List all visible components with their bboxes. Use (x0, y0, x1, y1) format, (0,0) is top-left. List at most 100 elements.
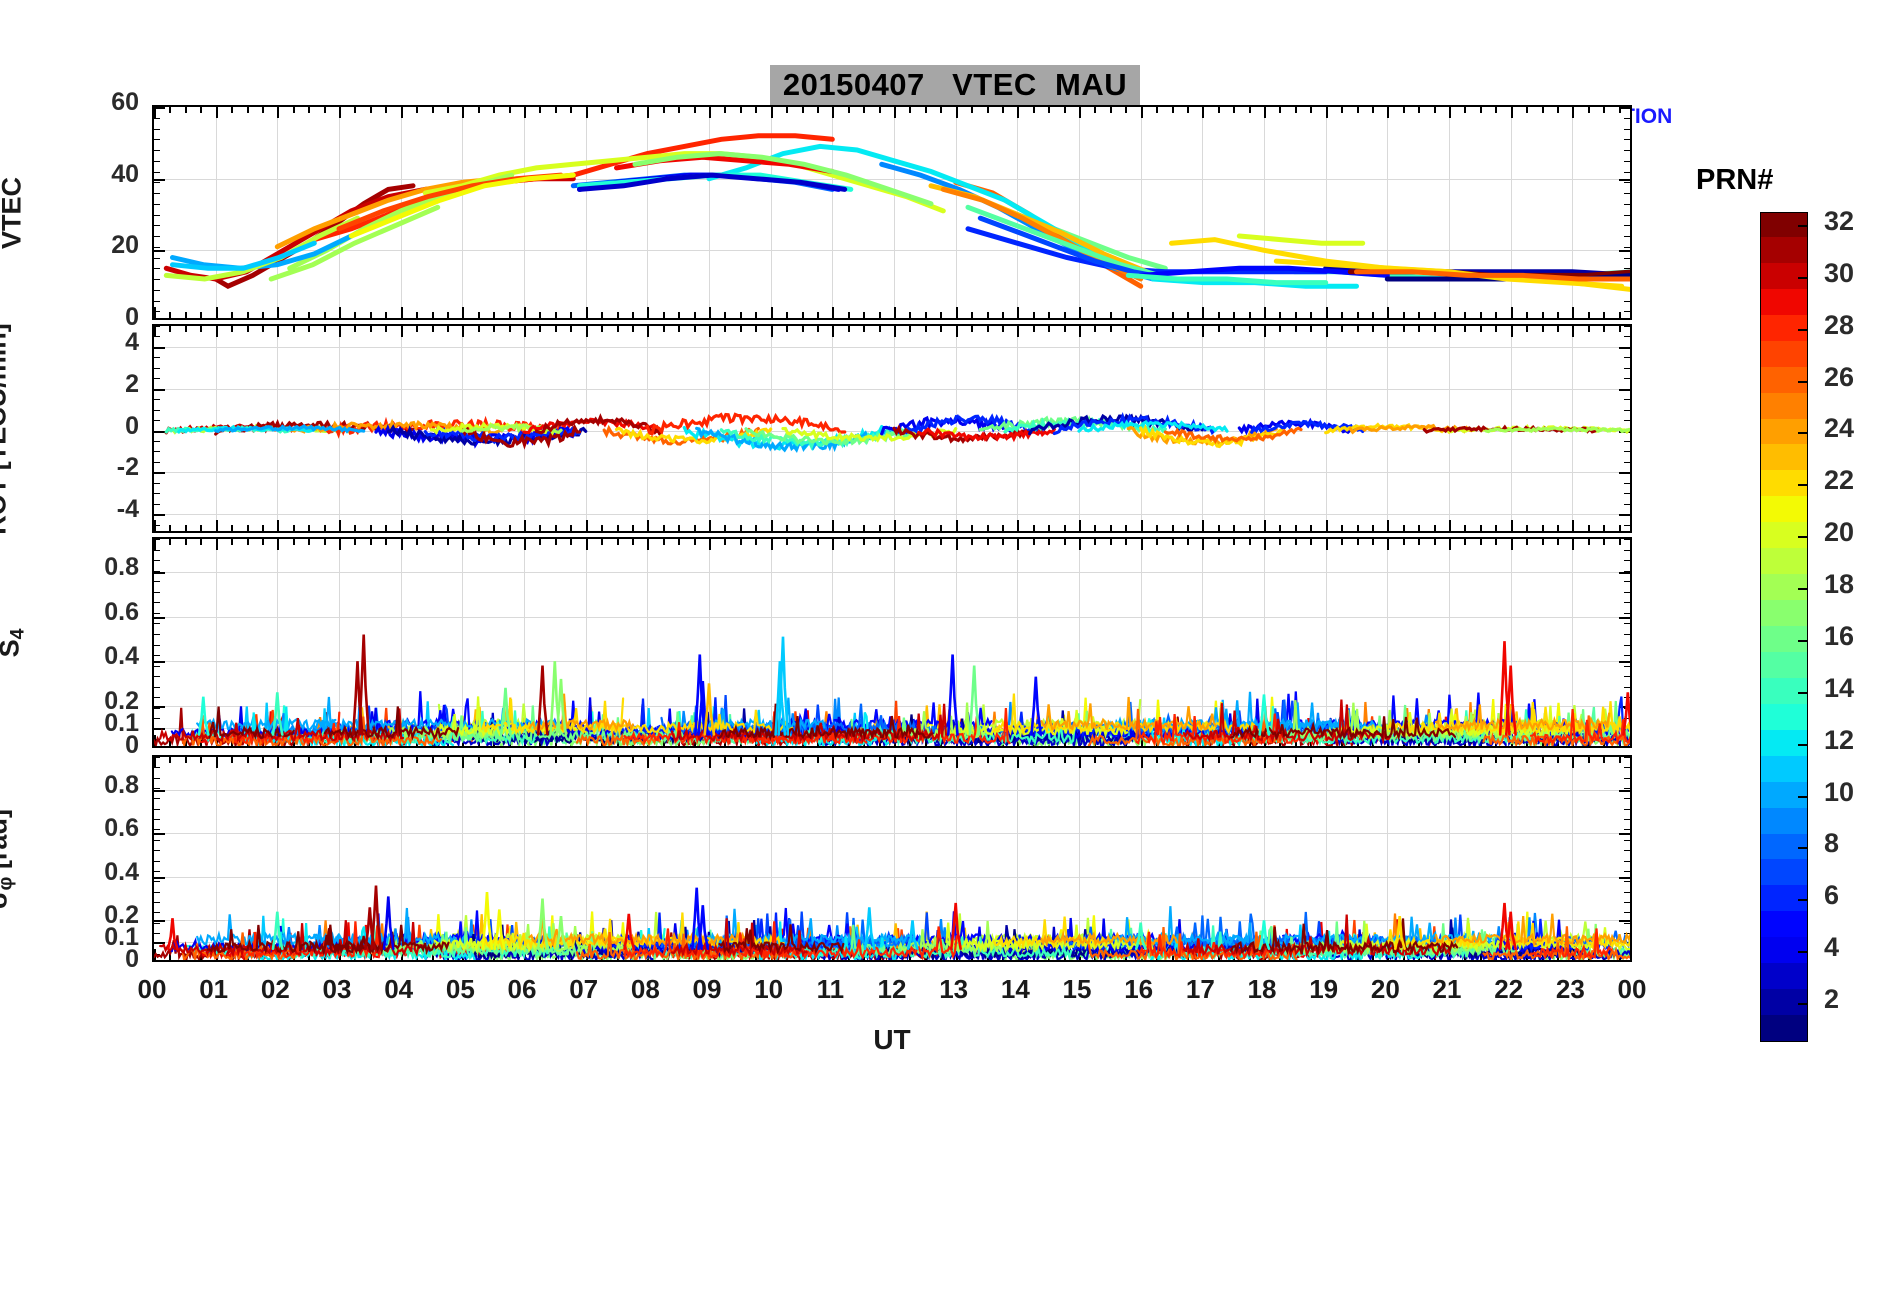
colorbar-segment (1761, 521, 1807, 549)
data-trace (1040, 930, 1179, 948)
data-trace (1077, 419, 1229, 433)
axis-tick (554, 312, 557, 318)
axis-tick (323, 312, 326, 318)
axis-tick (616, 326, 619, 332)
colorbar-tick-mark (1798, 795, 1808, 798)
axis-minor-tick (154, 346, 160, 348)
data-trace (351, 661, 364, 736)
axis-tick (1541, 954, 1544, 960)
axis-minor-tick (1624, 912, 1630, 914)
gridline-vertical (1510, 107, 1512, 318)
axis-tick (154, 107, 165, 109)
data-trace (950, 902, 962, 950)
axis-tick (200, 107, 203, 113)
axis-tick (1619, 346, 1630, 349)
axis-tick (1418, 539, 1421, 545)
axis-minor-tick (1624, 236, 1630, 237)
axis-tick (1125, 757, 1128, 763)
axis-tick (1325, 539, 1328, 550)
axis-tick (1202, 539, 1205, 550)
colorbar-segment (1761, 469, 1807, 497)
colorbar-tick-label: 20 (1824, 517, 1855, 548)
axis-tick (292, 757, 295, 763)
axis-tick (631, 539, 634, 545)
axis-tick (477, 525, 480, 531)
axis-tick (971, 326, 974, 332)
axis-tick (1017, 326, 1020, 337)
axis-tick (231, 525, 234, 531)
axis-tick (169, 539, 172, 545)
axis-minor-tick (154, 665, 160, 667)
data-trace (166, 918, 179, 950)
axis-minor-tick (1624, 524, 1630, 526)
axis-minor-tick (1624, 581, 1630, 583)
axis-tick (1587, 107, 1590, 113)
axis-tick (1001, 326, 1004, 332)
colorbar-tick-mark (1798, 536, 1808, 539)
gridline-horizontal (154, 661, 1630, 663)
axis-tick (1156, 525, 1159, 531)
axis-minor-tick (1624, 686, 1630, 688)
gridline-vertical (1140, 107, 1142, 318)
axis-tick (924, 312, 927, 318)
xtick-label: 07 (569, 974, 599, 1004)
axis-minor-tick (1624, 560, 1630, 562)
ytick-label-rot: 2 (125, 369, 139, 398)
axis-tick (1079, 757, 1081, 768)
axis-tick (1526, 525, 1529, 531)
gridline-vertical (339, 107, 340, 318)
axis-tick (1063, 107, 1066, 113)
axis-minor-tick (154, 378, 160, 380)
axis-minor-tick (1624, 268, 1630, 270)
axis-tick (200, 525, 203, 531)
data-trace (1135, 922, 1147, 950)
axis-tick (909, 312, 912, 318)
axis-tick (277, 307, 280, 318)
axis-tick (1233, 525, 1236, 531)
colorbar-tick-label: 30 (1824, 257, 1855, 288)
axis-tick (1001, 107, 1004, 113)
axis-minor-tick (154, 440, 160, 442)
axis-tick (154, 250, 165, 253)
axis-tick (292, 107, 295, 113)
axis-tick (1140, 757, 1143, 768)
colorbar-segment (1761, 832, 1807, 860)
data-trace (1258, 920, 1271, 950)
axis-tick (385, 539, 388, 545)
colorbar-tick-label: 16 (1824, 620, 1855, 651)
axis-minor-tick (1624, 482, 1630, 484)
gridline-vertical (1387, 539, 1389, 746)
axis-minor-tick (1624, 399, 1630, 401)
gridline-vertical (832, 539, 834, 746)
gridline-vertical (1325, 107, 1327, 318)
axis-tick (816, 740, 819, 746)
axis-tick (1619, 472, 1630, 475)
data-trace (206, 706, 295, 740)
colorbar-tick-label: 10 (1824, 776, 1855, 807)
axis-tick (601, 757, 604, 763)
axis-tick (1464, 107, 1467, 113)
axis-tick (801, 326, 804, 332)
axis-minor-tick (154, 367, 160, 369)
colorbar-tick-mark (1798, 639, 1808, 642)
gridline-vertical (400, 539, 402, 746)
axis-minor-tick (1624, 451, 1630, 453)
axis-tick (662, 525, 665, 531)
axis-tick (184, 740, 187, 746)
axis-minor-tick (1624, 246, 1630, 248)
colorbar-segment (1761, 625, 1807, 652)
axis-tick (786, 757, 789, 763)
gridline-vertical (647, 757, 649, 960)
axis-tick (246, 107, 249, 113)
axis-tick (1402, 326, 1405, 332)
axis-tick (154, 388, 165, 391)
axis-minor-tick (1624, 203, 1630, 205)
axis-tick (1171, 312, 1174, 318)
axis-tick (894, 757, 896, 768)
gridline-vertical (832, 107, 834, 318)
data-trace (863, 907, 876, 950)
axis-minor-tick (154, 767, 160, 769)
data-trace (1622, 692, 1630, 736)
axis-tick (1217, 312, 1220, 318)
axis-tick (755, 107, 758, 113)
